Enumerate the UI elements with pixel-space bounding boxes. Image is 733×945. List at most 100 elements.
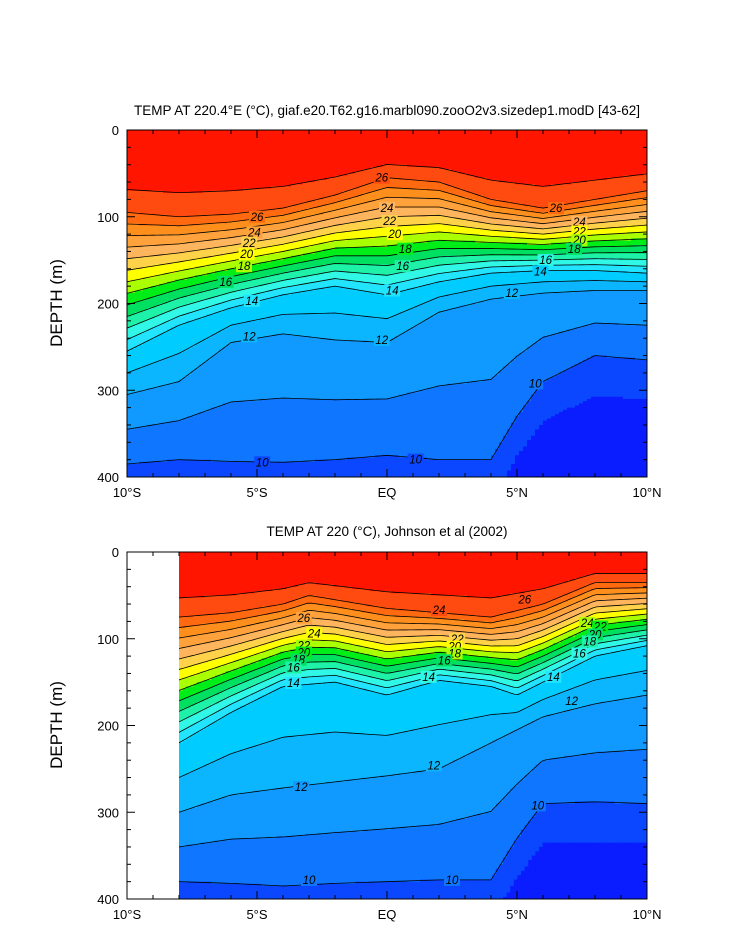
- fill-strip: [445, 682, 450, 724]
- fill-strip: [499, 201, 504, 209]
- fill-strip: [195, 257, 200, 268]
- fill-strip: [399, 188, 404, 198]
- fill-strip: [523, 221, 528, 229]
- fill-strip: [384, 775, 389, 831]
- fill-strip: [233, 645, 238, 655]
- fill-strip: [351, 651, 356, 659]
- fill-strip: [267, 316, 272, 337]
- fill-strip: [455, 270, 460, 281]
- fill-strip: [215, 130, 220, 192]
- fill-strip: [247, 664, 252, 672]
- fill-strip: [427, 459, 432, 477]
- fill-strip: [563, 249, 568, 255]
- contour-label-bg: [397, 242, 414, 255]
- fill-strip: [179, 679, 184, 692]
- fill-strip: [371, 342, 376, 400]
- fill-strip: [470, 632, 475, 640]
- fill-strip: [207, 409, 212, 461]
- fill-strip: [359, 831, 364, 883]
- fill-strip: [200, 701, 205, 711]
- fill-strip: [503, 677, 508, 685]
- fill-strip: [377, 658, 382, 666]
- fill-strip: [303, 225, 308, 233]
- fill-strip: [607, 257, 612, 266]
- fill-strip: [611, 281, 616, 292]
- fill-strip: [341, 883, 346, 899]
- fill-strip: [441, 612, 446, 620]
- contour-line-17: [127, 252, 647, 317]
- fill-strip: [359, 247, 364, 257]
- fill-strip: [331, 255, 336, 266]
- fill-strip: [261, 742, 266, 792]
- fill-strip: [351, 173, 356, 190]
- fill-strip: [411, 130, 416, 168]
- fill-strip: [387, 264, 392, 276]
- fill-strip: [513, 660, 518, 668]
- fill-strip: [254, 647, 259, 655]
- fill-strip: [627, 247, 632, 255]
- fill-strip: [186, 636, 191, 649]
- fill-strip: [344, 677, 349, 685]
- fill-strip: [179, 699, 184, 711]
- fill-strip: [423, 188, 428, 198]
- fill-strip: [560, 582, 565, 596]
- fill-strip: [524, 725, 529, 776]
- fill-strip: [603, 290, 608, 324]
- fill-strip: [471, 255, 476, 263]
- fill-strip: [341, 656, 346, 664]
- fill-strip: [527, 210, 532, 218]
- fill-strip: [470, 718, 475, 753]
- fill-strip: [539, 292, 544, 339]
- fill-strip: [413, 881, 418, 899]
- fill-strip: [323, 314, 328, 339]
- fill-strip: [215, 649, 220, 659]
- fill-strip: [575, 658, 580, 666]
- fill-strip: [341, 636, 346, 644]
- fill-strip: [267, 238, 272, 248]
- fill-strip: [395, 677, 400, 688]
- fill-strip: [463, 684, 468, 720]
- fill-strip: [315, 584, 320, 599]
- fill-strip: [380, 734, 385, 776]
- fill-strip: [351, 610, 356, 618]
- fill-strip: [527, 440, 532, 477]
- fill-strip: [369, 612, 374, 620]
- fill-strip: [373, 829, 378, 883]
- fill-strip: [311, 253, 316, 261]
- fill-strip: [287, 214, 292, 222]
- fill-strip: [391, 658, 396, 666]
- fill-strip: [546, 697, 551, 716]
- fill-strip: [507, 225, 512, 233]
- fill-strip: [236, 675, 241, 685]
- fill-strip: [371, 166, 376, 183]
- fill-strip: [607, 612, 612, 618]
- fill-strip: [348, 586, 353, 603]
- fill-strip: [155, 225, 160, 235]
- fill-strip: [308, 784, 313, 835]
- fill-strip: [564, 803, 569, 844]
- fill-strip: [251, 623, 256, 633]
- fill-strip: [348, 732, 353, 781]
- fill-strip: [339, 240, 344, 248]
- fill-strip: [587, 253, 592, 259]
- fill-strip: [383, 188, 388, 198]
- fill-strip: [272, 838, 277, 887]
- fill-strip: [587, 212, 592, 220]
- fill-strip: [607, 630, 612, 638]
- fill-strip: [301, 625, 306, 636]
- fill-strip: [434, 623, 439, 631]
- fill-strip: [483, 301, 488, 380]
- fill-strip: [203, 190, 208, 216]
- fill-strip: [547, 212, 552, 218]
- fill-strip: [333, 640, 338, 649]
- fill-strip: [635, 281, 640, 292]
- fill-strip: [451, 195, 456, 203]
- fill-strip: [419, 390, 424, 459]
- fill-strip: [459, 459, 464, 477]
- fill-strip: [259, 461, 264, 477]
- fill-strip: [491, 299, 496, 378]
- fill-strip: [207, 669, 212, 681]
- fill-strip: [351, 638, 356, 646]
- fill-strip: [163, 192, 168, 216]
- fill-strip: [193, 703, 198, 716]
